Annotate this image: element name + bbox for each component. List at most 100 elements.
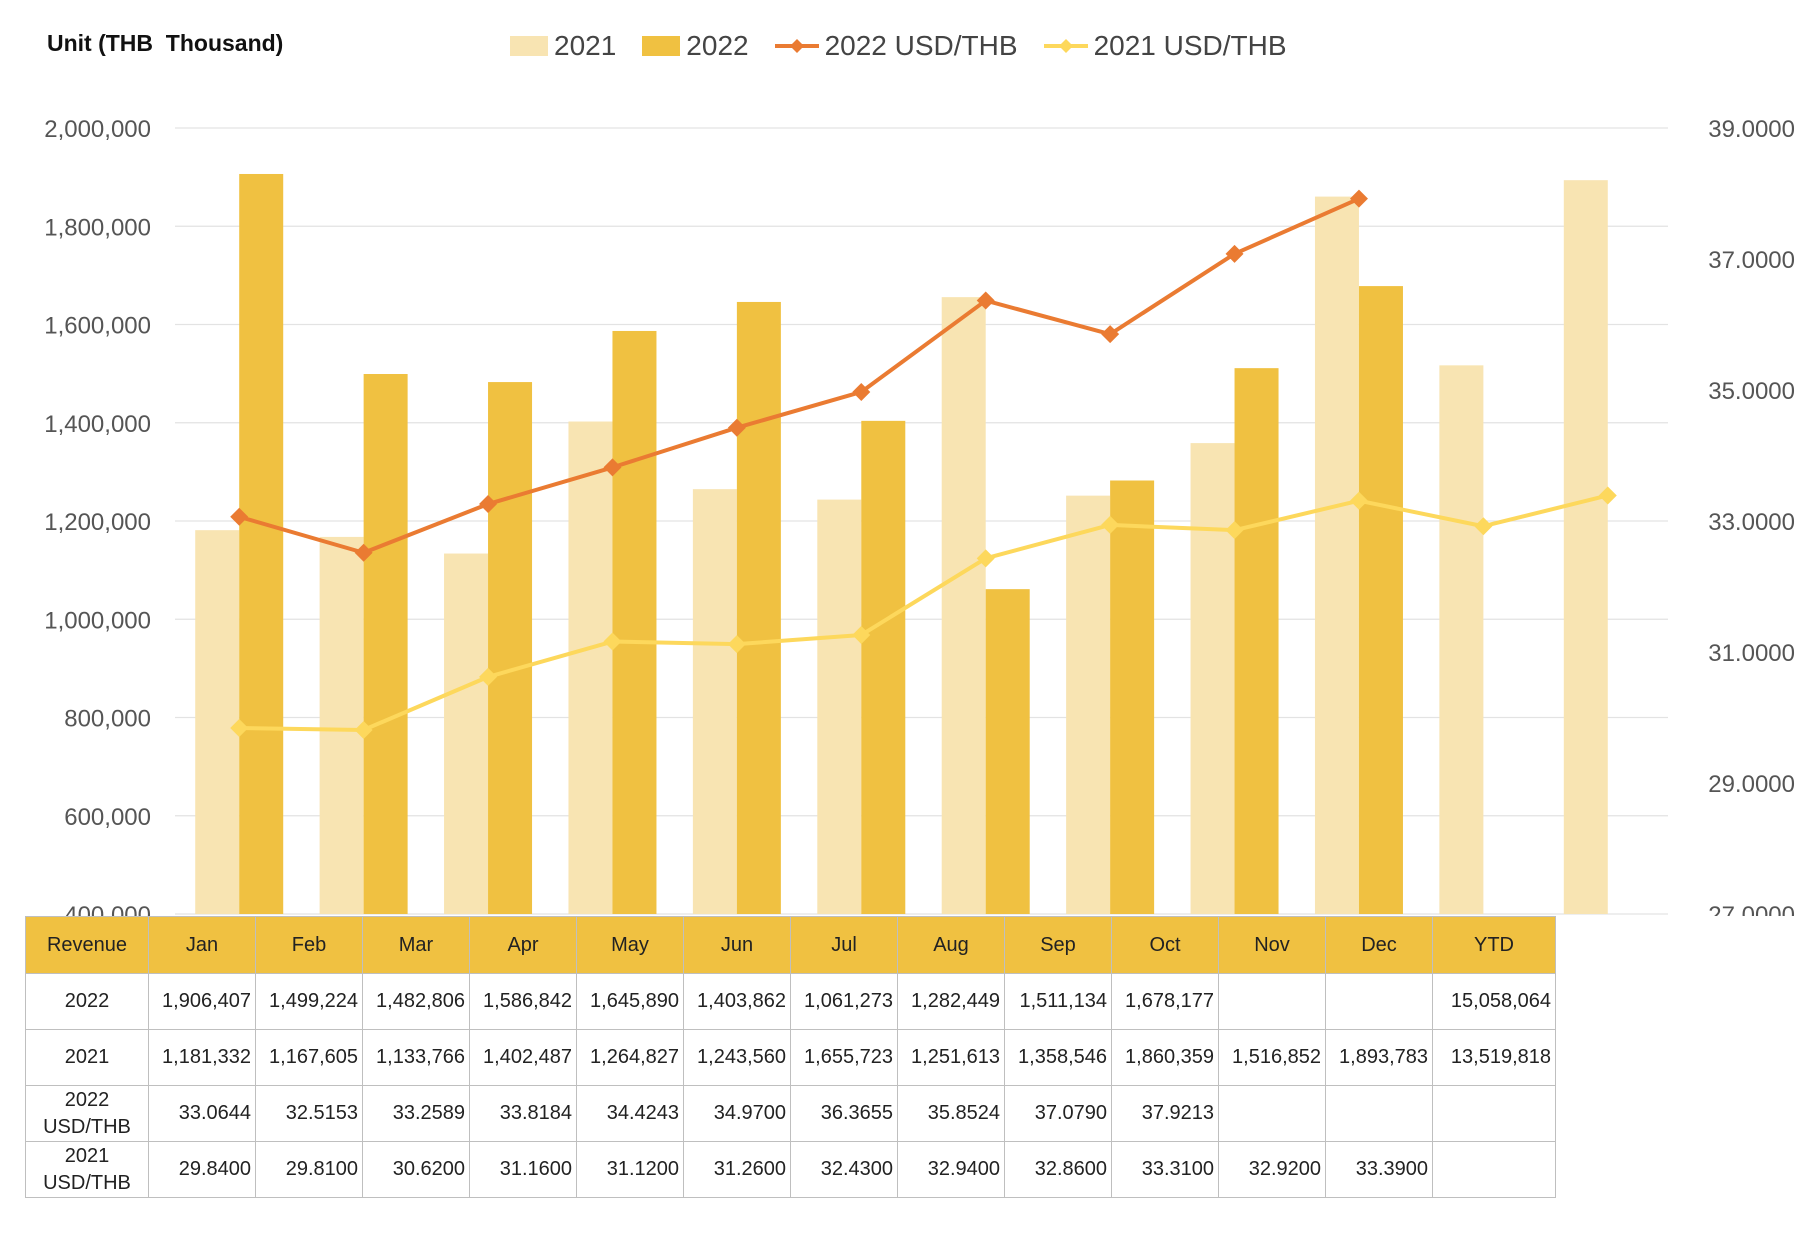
table-cell: 1,893,783 [1325,1029,1433,1086]
bar-2022-sep [1234,368,1279,915]
bar-2021-jun [817,499,862,914]
y-left-tick-label: 1,400,000 [44,411,151,438]
legend-label-2022: 2022 [686,30,749,61]
y-right-tick-label: 37.0000 [1708,247,1795,274]
table-cell: 33.3100 [1111,1141,1219,1198]
legend-swatch-2022 [642,36,681,56]
legend-label-2022-usd-thb: 2022 USD/THB [824,30,1018,61]
table-cell: 37.0790 [1004,1085,1112,1142]
table-header-row: Revenue Jan Feb Mar Apr May Jun Jul Aug Sep Oct Nov… [25,916,1556,974]
revenue-data-table: Revenue Jan Feb Mar Apr May Jun Jul Aug Sep Oct Nov… [25,916,1556,1198]
y-left-tick-label: 400,000 [64,902,151,916]
table-cell: 31.1600 [469,1141,577,1198]
point-2021-usd-thb-feb [354,720,373,739]
y-left-tick-label: 1,200,000 [44,509,151,536]
bar-2022-mar [488,382,533,915]
table-cell: 15,058,064 [1432,973,1556,1030]
table-cell: 32.9200 [1218,1141,1326,1198]
bar-2021-aug [1066,495,1111,914]
point-2022-usd-thb-jan [230,507,249,526]
table-cell: 31.1200 [576,1141,684,1198]
table-header-may: May [576,916,684,974]
table-cell: 1,678,177 [1111,973,1219,1030]
table-row-label-line: 2022 [64,990,110,1012]
table-cell: 29.8100 [255,1141,363,1198]
bar-2022-apr [612,330,657,914]
legend-swatch-2021-usd-thb [1043,39,1088,53]
bar-2022-jun [861,420,906,914]
table-cell: 32.8600 [1004,1141,1112,1198]
table-header-apr: Apr [469,916,577,974]
y-right-tick-label: 35.0000 [1708,378,1795,405]
line-2021-usd-thb [239,493,1609,732]
table-cell [1325,973,1433,1030]
table-row-label-line: 2021 [64,1144,110,1167]
table-row: 2022 USD/THB 33.0644 32.5153 33.2589 33.8184 3… [25,1085,1556,1142]
table-cell: 1,181,332 [148,1029,256,1086]
table-row-label-line: 2021 [64,1046,110,1068]
point-2021-usd-thb-may [727,635,746,654]
point-2022-usd-thb-mar [479,495,498,514]
bar-2021-sep [1190,443,1235,914]
point-2021-usd-thb-apr [603,632,622,651]
table-cell: 1,251,613 [897,1029,1005,1086]
point-2022-usd-thb-may [727,418,746,437]
point-2021-usd-thb-dec [1598,486,1617,505]
table-header-jan: Jan [148,916,256,974]
table-cell: 34.4243 [576,1085,684,1142]
table-header-mar: Mar [362,916,470,974]
table-cell: 1,860,359 [1111,1029,1219,1086]
table-header-revenue: Revenue [25,916,149,974]
table-row: 2021 1,181,332 1,167,605 1,133,766 1,402,487… [25,1029,1556,1086]
table-header-nov: Nov [1218,916,1326,974]
table-header-jun: Jun [683,916,791,974]
point-2022-usd-thb-jun [852,382,871,401]
legend-swatch-2021 [510,36,548,56]
y-left-tick-label: 600,000 [64,804,151,831]
bar-2021-jul [941,297,986,914]
point-2022-usd-thb-aug [1101,325,1120,344]
bar-2022-aug [1110,480,1155,914]
table-cell: 33.8184 [469,1085,577,1142]
line-2022-usd-thb [238,196,1360,555]
table-row: 2021 USD/THB 29.8400 29.8100 30.6200 31.1600 3… [25,1141,1556,1198]
unit-label: Unit (THB Thousand) [47,30,284,56]
point-2021-usd-thb-aug [1101,515,1120,534]
table-header-oct: Oct [1111,916,1219,974]
table-row-label: 2022 [25,973,149,1030]
bar-2021-nov [1439,365,1484,915]
table-cell [1432,1085,1556,1142]
bar-2022-oct [1358,286,1403,914]
y-right-tick-label: 29.0000 [1708,771,1795,798]
point-2022-usd-thb-apr [603,458,622,477]
table-cell: 33.0644 [148,1085,256,1142]
bar-2022-jan [239,173,284,915]
table-cell: 1,167,605 [255,1029,363,1086]
table-header-sep: Sep [1004,916,1112,974]
legend-swatch-2022-usd-thb [774,39,819,53]
table-cell: 33.3900 [1325,1141,1433,1198]
table-row-label: 2021 USD/THB [25,1141,149,1198]
table-header-aug: Aug [897,916,1005,974]
table-cell: 1,358,546 [1004,1029,1112,1086]
point-2022-usd-thb-oct [1349,189,1368,208]
y-right-tick-label: 39.0000 [1708,116,1795,143]
table-cell: 32.9400 [897,1141,1005,1198]
table-cell: 1,061,273 [790,973,898,1030]
y-left-tick-label: 1,600,000 [44,313,151,340]
bar-2021-oct [1314,196,1359,915]
table-header-dec: Dec [1325,916,1433,974]
table-cell: 1,243,560 [683,1029,791,1086]
table-cell: 1,482,806 [362,973,470,1030]
y-left-tick-label: 2,000,000 [44,116,151,143]
table-cell: 34.9700 [683,1085,791,1142]
y-left-tick-label: 1,000,000 [44,607,151,634]
table-header-ytd: YTD [1432,916,1556,974]
table-cell: 13,519,818 [1432,1029,1556,1086]
legend-label-2021: 2021 [554,30,617,61]
table-cell: 1,655,723 [790,1029,898,1086]
table-cell: 36.3655 [790,1085,898,1142]
table-cell: 1,282,449 [897,973,1005,1030]
table-row-label-line: 2022 [64,1088,110,1111]
bar-2021-apr [568,421,613,914]
